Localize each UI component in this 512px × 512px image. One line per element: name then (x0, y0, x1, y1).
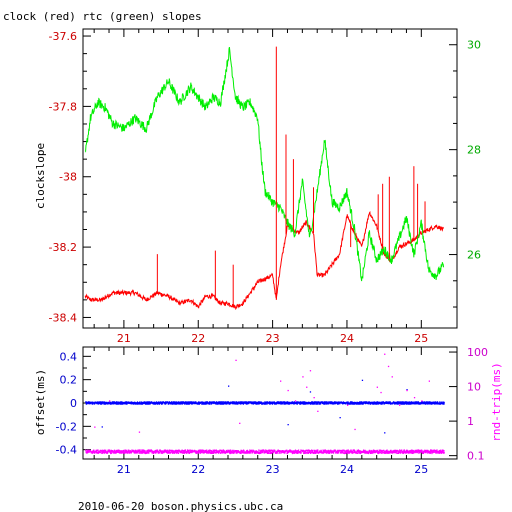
bottom-x-tick-label: 22 (191, 463, 205, 476)
bottom-plot: 21 22 23 24 25 0.4 0.2 0 -0.2 -0.4 100 10 1 0.1 (56, 346, 488, 476)
bottom-x-tick-label: 23 (266, 463, 280, 476)
round-trip-outlier (302, 376, 304, 378)
round-trip-outlier (287, 389, 289, 392)
bottom-x-tick-label: 24 (340, 463, 354, 476)
round-trip-outlier (413, 397, 416, 399)
offset-outlier (384, 432, 386, 434)
bottom-right-y-tick-label: 1 (467, 415, 474, 428)
top-plot-frame (82, 28, 458, 329)
round-trip-outlier (406, 389, 408, 392)
round-trip-outlier (391, 376, 393, 378)
y-axis-label-bottom-left: offset(ms) (34, 369, 47, 435)
round-trip-outlier (109, 400, 111, 402)
bottom-right-y-tick-label: 100 (467, 346, 488, 359)
top-left-y-tick-label: -38 (59, 171, 77, 184)
top-left-y-tick-label: -37.6 (49, 30, 77, 43)
top-x-tick-label: 25 (414, 332, 428, 345)
y-axis-label-bottom-right: rnd-trip(ms) (490, 362, 503, 441)
top-x-tick-label: 24 (340, 332, 354, 345)
top-left-y-tick-label: -38.4 (49, 311, 77, 324)
round-trip-outlier (347, 404, 349, 406)
round-trip-outlier (376, 386, 378, 388)
top-x-tick-label: 23 (266, 332, 280, 345)
round-trip-outlier (306, 386, 308, 388)
round-trip-outlier (380, 391, 382, 394)
round-trip-outlier (239, 422, 241, 424)
round-trip-outlier (313, 397, 315, 399)
offset-outlier (361, 379, 364, 381)
top-right-y-tick-label: 28 (467, 144, 481, 157)
round-trip-outlier (384, 353, 386, 355)
round-trip-outlier (387, 365, 390, 368)
offset-outlier (228, 385, 230, 387)
round-trip-outlier (354, 428, 356, 431)
bottom-left-y-tick-label: 0 (70, 397, 77, 410)
round-trip-outlier (280, 380, 282, 382)
bottom-left-y-tick-label: -0.4 (56, 444, 77, 457)
bottom-left-y-tick-label: 0.4 (60, 350, 78, 363)
offset-outlier (339, 417, 341, 419)
round-trip-outlier (309, 370, 312, 372)
top-plot: 21 22 23 24 25 -37.6 -37.8 -38 -38.2 -38.4 30 28 26 (49, 29, 481, 345)
offset-outlier (287, 424, 289, 426)
top-left-y-tick-label: -37.8 (49, 100, 77, 113)
footer-text: 2010-06-20 boson.physics.ubc.ca (78, 500, 283, 512)
chart-title: clock (red) rtc (green) slopes (3, 10, 202, 23)
round-trip-outlier (138, 431, 141, 433)
round-trip-outlier (428, 380, 430, 382)
round-trip-outlier (317, 410, 319, 412)
rtc-slope-line (84, 46, 445, 282)
round-trip-outlier (294, 400, 297, 402)
bottom-left-y-tick-label: 0.2 (60, 374, 78, 387)
bottom-left-y-tick-label: -0.2 (56, 420, 77, 433)
round-trip-outlier (235, 359, 237, 361)
offset-outlier (309, 391, 312, 393)
y-axis-label-top: clockslope (34, 143, 47, 209)
bottom-x-tick-label: 25 (414, 463, 428, 476)
round-trip-outlier (421, 400, 423, 402)
offset-outlier (406, 389, 408, 391)
offset-outlier (101, 426, 103, 428)
top-right-y-tick-label: 30 (467, 39, 481, 52)
top-left-y-tick-label: -38.2 (49, 241, 77, 254)
bottom-right-y-tick-label: 10 (467, 381, 481, 394)
top-x-tick-label: 22 (191, 332, 205, 345)
offset-points (85, 401, 445, 405)
bottom-right-y-tick-label: 0.1 (467, 450, 485, 463)
top-x-tick-label: 21 (117, 332, 131, 345)
round-trip-outlier (399, 404, 401, 406)
round-trip-outlier (94, 426, 96, 428)
round-trip-points (85, 449, 445, 455)
bottom-x-tick-label: 21 (117, 463, 131, 476)
top-right-y-tick-label: 26 (467, 249, 481, 262)
